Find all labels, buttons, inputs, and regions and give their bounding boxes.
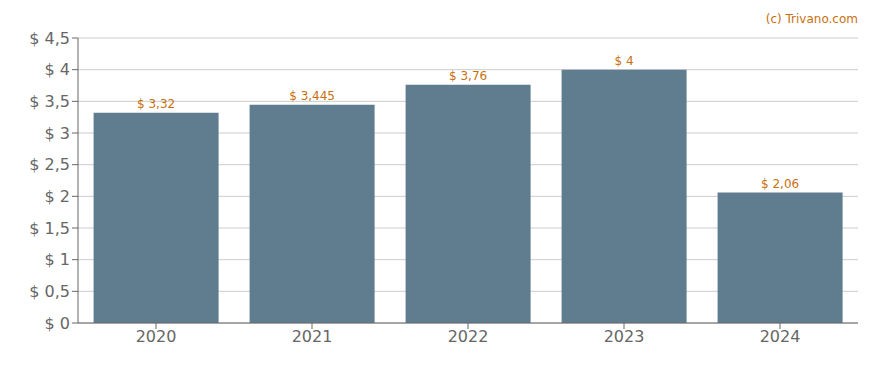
svg-text:$ 1: $ 1 [45, 250, 70, 269]
svg-text:2022: 2022 [448, 327, 489, 346]
svg-text:$ 1,5: $ 1,5 [29, 219, 70, 238]
svg-text:$ 4: $ 4 [45, 60, 70, 79]
svg-text:$ 2,06: $ 2,06 [761, 177, 799, 191]
svg-text:$ 3,445: $ 3,445 [289, 89, 335, 103]
svg-text:2023: 2023 [604, 327, 645, 346]
svg-text:$ 3,5: $ 3,5 [29, 92, 70, 111]
svg-text:$ 2: $ 2 [45, 187, 70, 206]
svg-text:$ 0,5: $ 0,5 [29, 282, 70, 301]
svg-text:$ 2,5: $ 2,5 [29, 155, 70, 174]
svg-text:$ 4: $ 4 [615, 54, 634, 68]
svg-text:$ 3,32: $ 3,32 [137, 97, 175, 111]
html-text:(c) Trivano.com: (c) Trivano.com [765, 12, 858, 26]
svg-text:2021: 2021 [292, 327, 333, 346]
svg-text:$ 3: $ 3 [45, 124, 70, 143]
svg-text:2024: 2024 [760, 327, 801, 346]
svg-text:$ 3,76: $ 3,76 [449, 69, 487, 83]
svg-text:2020: 2020 [136, 327, 177, 346]
svg-text:$ 4,5: $ 4,5 [29, 29, 70, 48]
svg-text:$ 0: $ 0 [45, 314, 70, 333]
